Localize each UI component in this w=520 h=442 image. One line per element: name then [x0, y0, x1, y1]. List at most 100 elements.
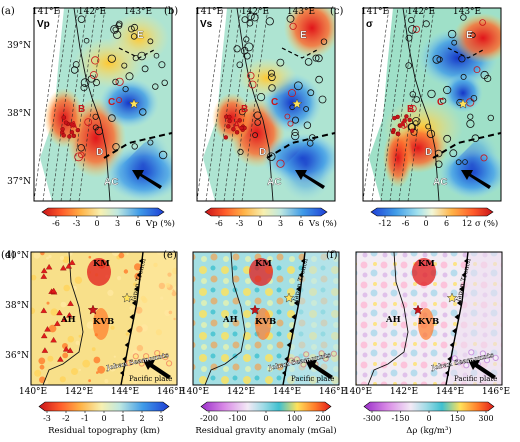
colorbar-tick: 0 [101, 414, 106, 423]
label-pacific: Pacific plate [291, 375, 334, 383]
label-pacific: Pacific plate [129, 375, 172, 383]
trench-tooth [122, 356, 127, 362]
seismic-station [466, 119, 475, 128]
topo-speckle [48, 254, 52, 259]
seismic-station [480, 154, 488, 162]
lon-tick: 142°E [390, 387, 418, 397]
seismic-station [137, 51, 147, 61]
colorbar-tick: 200 [315, 414, 330, 423]
topo-speckle [34, 369, 42, 377]
colorbar-b: -6 -3 0 3 6 Vs (%) [204, 207, 337, 229]
volcano-marker [60, 126, 65, 132]
volcano-marker [400, 121, 405, 127]
panel-letter: (d) [1, 250, 15, 261]
lon-tick: 146°E [157, 387, 185, 397]
seismic-station [432, 55, 442, 64]
topo-speckle [107, 289, 114, 296]
seismic-station [241, 16, 249, 24]
colorbar-tick: 6 [444, 219, 449, 228]
volcano-marker [231, 126, 236, 132]
topo-speckle [33, 252, 41, 259]
colorbar-tick: -3 [73, 219, 81, 228]
topo-speckle [86, 321, 95, 329]
topo-speckle [75, 340, 80, 345]
panel-parameter: σ [366, 19, 373, 30]
volcano-marker [391, 127, 396, 133]
colorbar-tick: 0 [426, 414, 431, 423]
topo-speckle [78, 368, 82, 372]
colorbar-tick: -300 [363, 414, 381, 423]
seismic-station [287, 89, 296, 98]
kvb-star [412, 304, 424, 315]
colorbar-scale [41, 207, 165, 217]
plate-motion-arrow [461, 170, 491, 189]
epicenter-star [291, 98, 303, 109]
pacific-plate-area [123, 252, 177, 385]
volcano-triangle [40, 332, 48, 339]
trench-tooth [445, 370, 449, 376]
seismic-station [256, 93, 266, 102]
topo-speckle [125, 332, 129, 336]
seismic-station [487, 114, 494, 122]
label-ah: AH [385, 315, 401, 325]
volcano-marker [404, 114, 409, 119]
panel-c-map [363, 8, 501, 201]
trench-tooth [289, 328, 294, 334]
volcano-marker [63, 120, 69, 125]
label-ah: AH [222, 315, 238, 325]
trench-tooth [129, 314, 134, 320]
coastline [356, 252, 409, 385]
volcano-marker [407, 117, 412, 123]
colorbar-a: -6 -3 0 3 6 Vp (%) [41, 207, 175, 229]
slab-contour [51, 8, 79, 201]
plate-motion-arrow [295, 170, 325, 189]
trench-tooth [449, 342, 454, 348]
seismic-station [78, 151, 85, 159]
seismic-station [248, 80, 257, 89]
panel-letter: (c) [330, 6, 344, 17]
topo-speckle [111, 252, 120, 256]
seismic-station [440, 97, 447, 104]
seismic-station [426, 129, 436, 139]
seismic-station [422, 20, 430, 28]
pacific-plate-area [285, 252, 339, 385]
slab-contour [34, 8, 61, 201]
coastline [402, 8, 440, 201]
panel-frame [355, 251, 503, 386]
seismic-station [233, 45, 241, 53]
slab-contour [60, 8, 88, 201]
panel-b-map [197, 8, 335, 201]
volcano-marker [69, 130, 75, 135]
volcano-triangle [66, 312, 73, 318]
kvb-star [249, 304, 261, 315]
seismic-station [458, 55, 466, 63]
volcano-marker [227, 114, 232, 120]
colorbar-tick: 6 [135, 219, 140, 228]
panel-e-map [193, 252, 339, 385]
volcano-marker [402, 118, 407, 123]
region-label-a: A [70, 120, 77, 131]
topo-speckle [104, 379, 109, 384]
trench-tooth [136, 272, 141, 278]
topo-speckle [39, 364, 45, 370]
region-label-ac: AC [433, 177, 447, 188]
colorbar-tick: 0 [263, 414, 268, 423]
trench-tooth [461, 272, 466, 278]
seismic-station [443, 85, 452, 95]
colorbar-tick: -100 [229, 414, 247, 423]
region-label-ac: AC [267, 177, 281, 188]
lat-tick: 36°N [5, 351, 29, 361]
region-label-d: D [96, 147, 103, 158]
seismic-station [303, 121, 312, 129]
volcano-marker [239, 125, 244, 131]
plate-motion-arrow [143, 360, 171, 379]
seismic-station [407, 25, 417, 34]
slab-contour [197, 8, 224, 201]
lon-tick: 141°E [32, 7, 60, 17]
colorbar-tick: -12 [379, 219, 392, 228]
seismic-station [243, 52, 251, 60]
